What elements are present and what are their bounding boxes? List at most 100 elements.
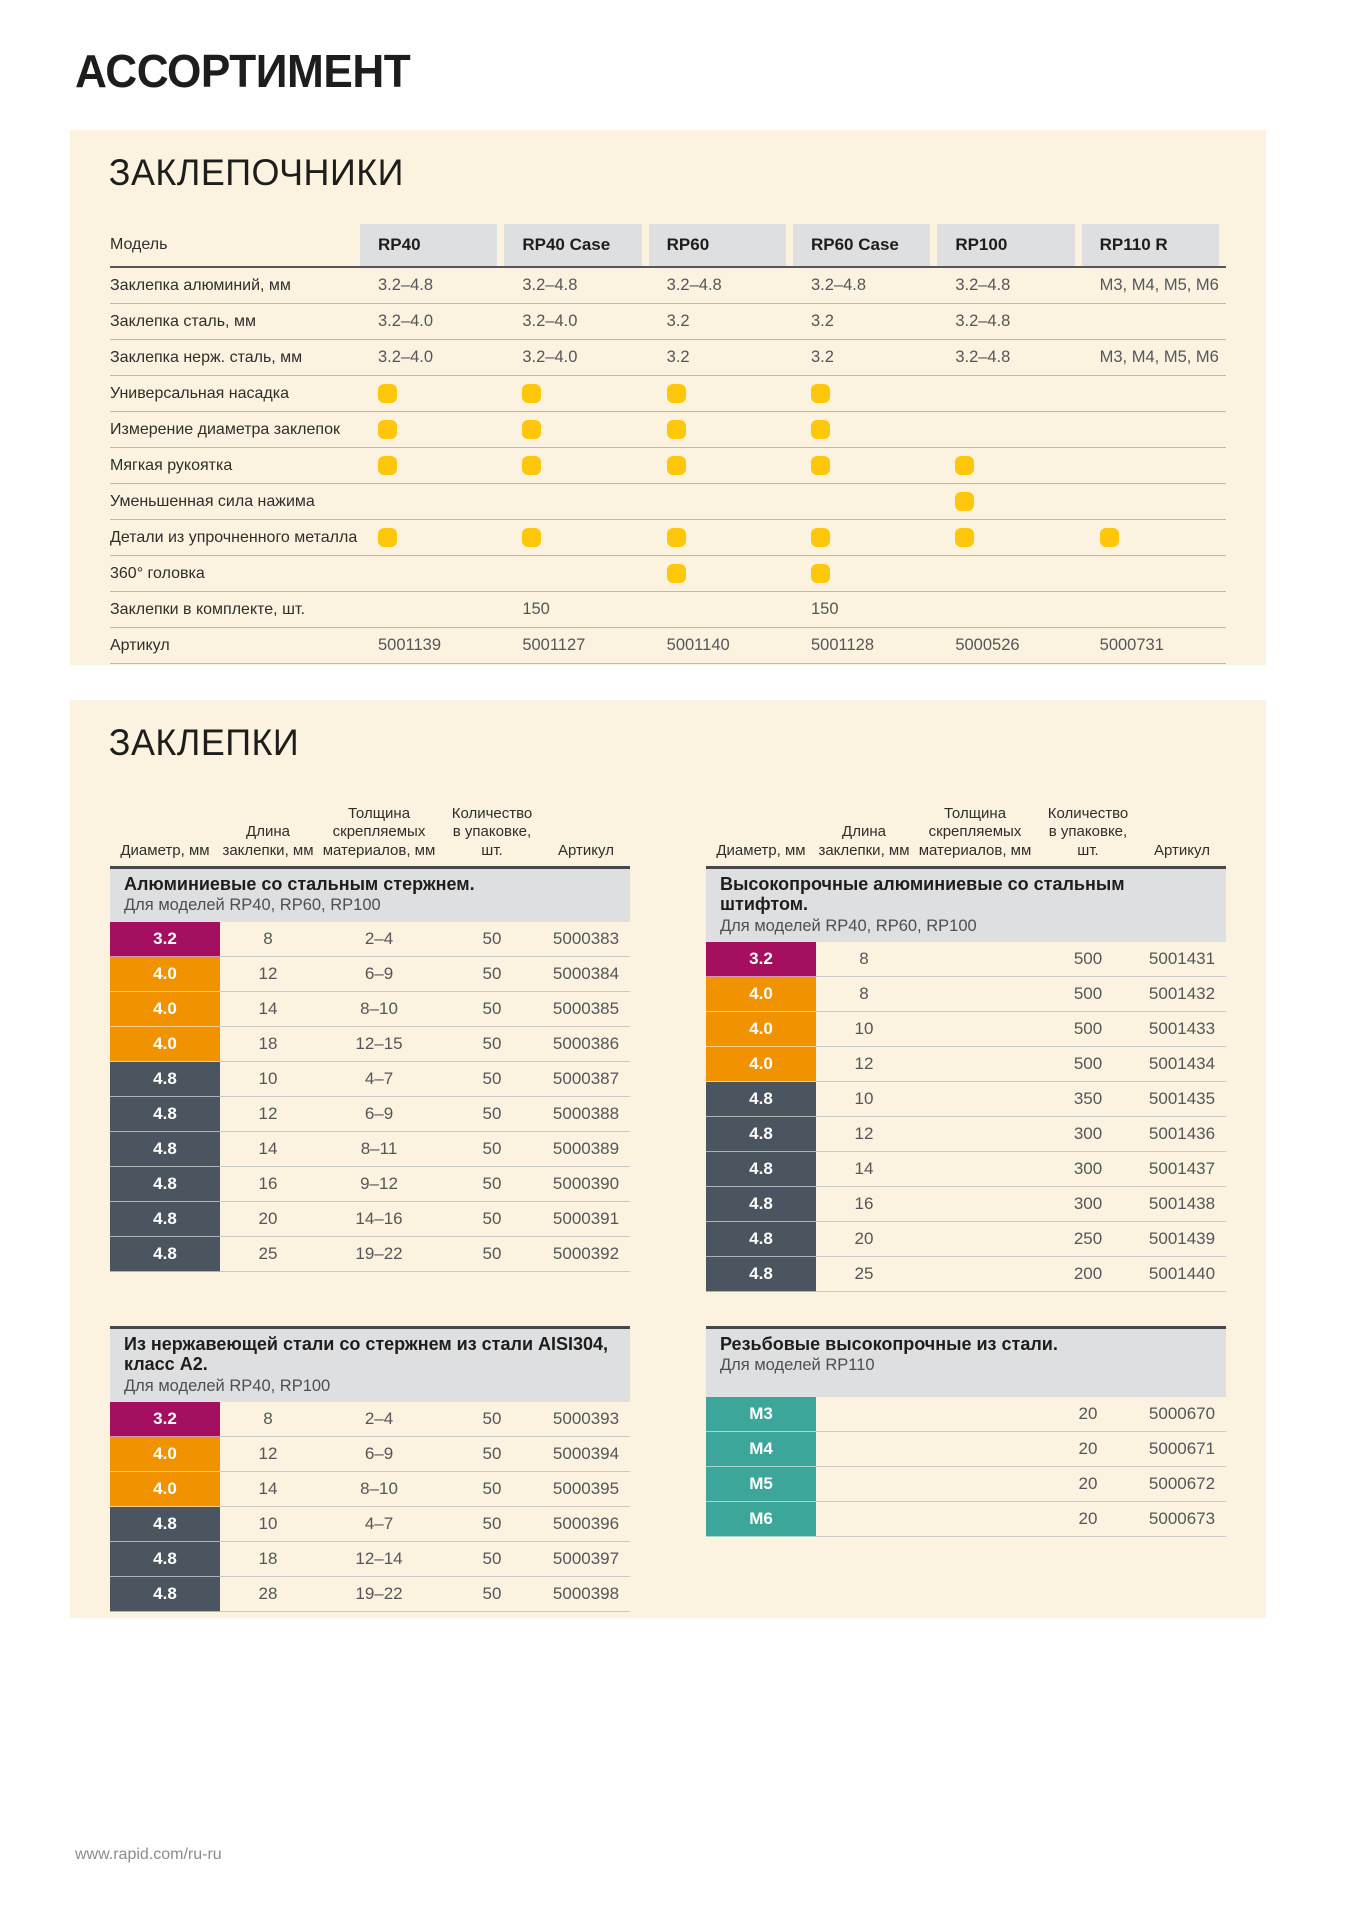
rivet-qty-cell: 500 [1038, 1012, 1138, 1048]
rivet-thickness-cell: 6–9 [316, 957, 442, 992]
footer-url: www.rapid.com/ru-ru [75, 1846, 222, 1863]
feature-dot-icon [810, 456, 830, 475]
rivet-row: 4.8 12 300 5001436 [706, 1117, 1226, 1153]
rivet-row: 3.2 8 2–4 50 5000393 [110, 1402, 630, 1438]
riveters-value-cell: 3.2–4.8 [955, 312, 1011, 330]
riveters-value-cell: 5001127 [522, 636, 586, 654]
rivet-row: 4.0 14 8–10 50 5000385 [110, 991, 630, 1027]
rivet-row: 4.8 20 250 5001439 [706, 1222, 1226, 1258]
riveters-row-label: Заклепка нерж. сталь, мм [110, 348, 303, 366]
riveters-value-cell: 3.2–4.8 [522, 276, 578, 294]
rivet-sku-cell: 5001439 [1138, 1222, 1226, 1258]
riveters-value-cell: 3.2–4.0 [522, 312, 578, 330]
riveters-value-cell [504, 456, 648, 475]
rivet-row: 4.8 16 9–12 50 5000390 [110, 1166, 630, 1202]
rivet-row: 3.2 8 500 5001431 [706, 942, 1226, 978]
rivet-row: 4.0 12 6–9 50 5000394 [110, 1437, 630, 1473]
rivet-sku-cell: 5000397 [542, 1542, 630, 1578]
rivet-thickness-cell [912, 1467, 1038, 1503]
feature-dot-icon [378, 456, 397, 475]
feature-dot-icon [810, 384, 830, 403]
rivet-col-header-length: Длина заклепки, мм [818, 823, 910, 859]
rivet-thickness-cell: 9–12 [316, 1167, 442, 1202]
rivet-length-cell: 10 [816, 1012, 912, 1048]
rivet-length-cell: 14 [220, 992, 316, 1027]
rivet-thickness-cell: 8–11 [316, 1132, 442, 1167]
rivet-sku-cell: 5000384 [542, 957, 630, 992]
rivet-sku-cell: 5000392 [542, 1237, 630, 1272]
rivet-table-title: Из нержавеющей стали со стержнем из стал… [124, 1334, 609, 1375]
rivet-diameter-cell: M6 [706, 1502, 816, 1538]
riveters-table: Модель RP40 RP40 Case RP60 RP60 Case RP100 RP… [110, 224, 1226, 664]
riveters-header-row: Модель RP40 RP40 Case RP60 RP60 Case RP100 RP… [110, 224, 1226, 268]
rivet-sku-cell: 5000391 [542, 1202, 630, 1237]
rivet-length-cell: 20 [220, 1202, 316, 1237]
rivet-sku-cell: 5000395 [542, 1472, 630, 1508]
rivet-sku-cell: 5001432 [1138, 977, 1226, 1013]
rivet-qty-cell: 50 [442, 1472, 542, 1508]
rivet-diameter-cell: 3.2 [110, 1402, 220, 1438]
rivet-thickness-cell: 2–4 [316, 922, 442, 957]
riveters-value-cell [360, 528, 504, 547]
rivet-length-cell: 14 [816, 1152, 912, 1188]
rivet-diameter-cell: 4.8 [706, 1152, 816, 1188]
riveters-row-label: Заклепки в комплекте, шт. [110, 600, 305, 618]
rivet-thickness-cell [912, 1117, 1038, 1153]
riveters-value-cell [649, 528, 793, 547]
rivet-col-header-thickness: Толщина скрепляемых материалов, мм [322, 805, 436, 859]
rivet-qty-cell: 50 [442, 1437, 542, 1473]
rivet-table: Резьбовые высокопрочные из стали. Для мод… [706, 1326, 1226, 1612]
rivet-table-subtitle: Для моделей RP40, RP60, RP100 [720, 916, 977, 935]
rivet-sku-cell: 5000673 [1138, 1502, 1226, 1538]
rivet-thickness-cell [912, 1187, 1038, 1223]
rivet-row: 4.0 12 500 5001434 [706, 1047, 1226, 1083]
feature-dot-icon [666, 456, 686, 475]
riveters-model-header: Модель [110, 236, 168, 253]
rivet-thickness-cell [912, 1047, 1038, 1083]
rivet-qty-cell: 300 [1038, 1117, 1138, 1153]
riveters-value-cell: 3.2–4.8 [810, 276, 867, 294]
rivet-thickness-cell: 14–16 [316, 1202, 442, 1237]
rivet-sku-cell: 5001435 [1138, 1082, 1226, 1118]
rivet-diameter-cell: 4.8 [706, 1257, 816, 1293]
riveters-model-header-cell: RP110 R [1081, 224, 1226, 266]
rivet-diameter-cell: M5 [706, 1467, 816, 1503]
rivet-row: 4.8 14 300 5001437 [706, 1152, 1226, 1188]
riveters-value-cell [793, 456, 937, 475]
rivet-row: 4.0 8 500 5001432 [706, 977, 1226, 1013]
rivet-length-cell: 14 [220, 1132, 316, 1167]
riveters-value-cell: 3.2–4.8 [955, 348, 1011, 366]
feature-dot-icon [810, 528, 830, 547]
rivet-sku-cell: 5000394 [542, 1437, 630, 1473]
rivet-sku-cell: 5000672 [1138, 1467, 1226, 1503]
rivet-sku-cell: 5001436 [1138, 1117, 1226, 1153]
rivet-length-cell: 10 [220, 1507, 316, 1543]
rivet-thickness-cell [912, 1012, 1038, 1048]
rivet-table-subtitle: Для моделей RP110 [720, 1356, 875, 1375]
riveters-row-label: Универсальная насадка [110, 384, 289, 402]
rivet-thickness-cell [912, 1082, 1038, 1118]
rivet-row: 4.0 18 12–15 50 5000386 [110, 1026, 630, 1062]
rivet-qty-cell: 350 [1038, 1082, 1138, 1118]
rivet-qty-cell: 500 [1038, 942, 1138, 978]
riveters-row: 360° головка [110, 556, 1226, 592]
feature-dot-icon [666, 564, 686, 583]
rivets-tables-row-1: Диаметр, мм Длина заклепки, мм Толщина скр… [110, 778, 1226, 1293]
rivet-row: 4.8 16 300 5001438 [706, 1187, 1226, 1223]
rivet-length-cell: 8 [220, 1402, 316, 1438]
rivet-qty-cell: 50 [442, 1202, 542, 1237]
rivet-qty-cell: 20 [1038, 1432, 1138, 1468]
riveters-value-cell: 3.2–4.8 [955, 276, 1011, 294]
riveters-row: Заклепка нерж. сталь, мм 3.2–4.0 3.2–4.0 3.… [110, 340, 1226, 376]
rivet-thickness-cell: 8–10 [316, 992, 442, 1027]
riveters-value-cell [793, 564, 937, 583]
rivet-sku-cell: 5000389 [542, 1132, 630, 1167]
rivet-col-header-qty: Количество в упаковке, шт. [1047, 805, 1129, 859]
rivet-qty-cell: 500 [1038, 1047, 1138, 1083]
rivet-col-header-length: Длина заклепки, мм [222, 823, 314, 859]
rivet-diameter-cell: 4.0 [110, 956, 220, 992]
riveters-value-cell: 3.2–4.0 [522, 348, 578, 366]
riveters-row: Мягкая рукоятка [110, 448, 1226, 484]
rivet-table-band: Высокопрочные алюминиевые со стальным шт… [706, 866, 1226, 943]
rivets-tables-row-2: Из нержавеющей стали со стержнем из стал… [110, 1326, 1226, 1613]
